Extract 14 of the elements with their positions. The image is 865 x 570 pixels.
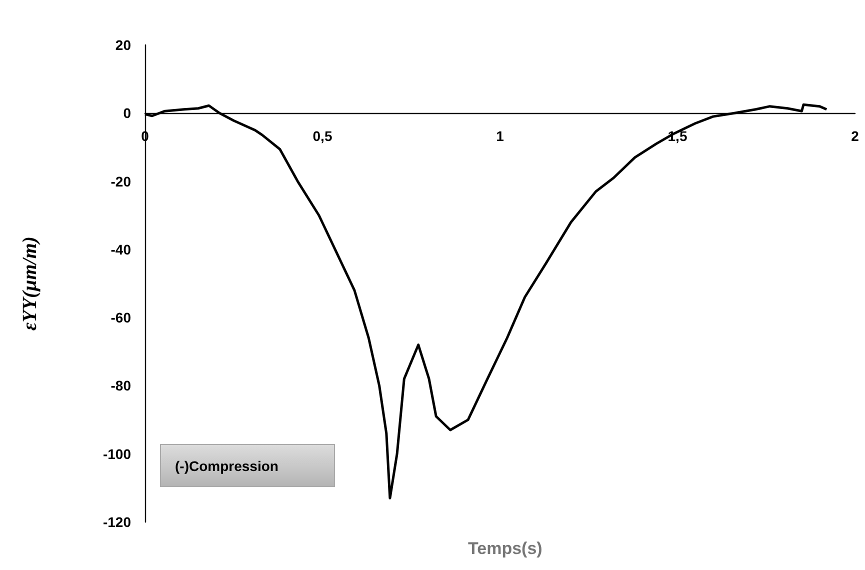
y-tick-label: -80 [110, 378, 132, 394]
text-box: (-)Compression [160, 444, 335, 487]
y-tick-label: 20 [115, 37, 132, 53]
y-tick-label: -100 [102, 446, 132, 462]
y-tick-label: -120 [102, 514, 132, 530]
y-tick-label: -60 [110, 310, 132, 326]
y-tick-label: 0 [123, 105, 132, 122]
x-tick-label: 0,5 [312, 128, 332, 144]
y-tick-label: -20 [110, 173, 132, 190]
x-tick-label: 1 [496, 128, 504, 144]
y-axis-title: εYY(µm/m) [19, 236, 41, 331]
y-tick-label: -40 [110, 241, 132, 258]
x-tick-label: 2 [851, 128, 860, 144]
x-axis-title: Temps(s) [468, 539, 542, 558]
